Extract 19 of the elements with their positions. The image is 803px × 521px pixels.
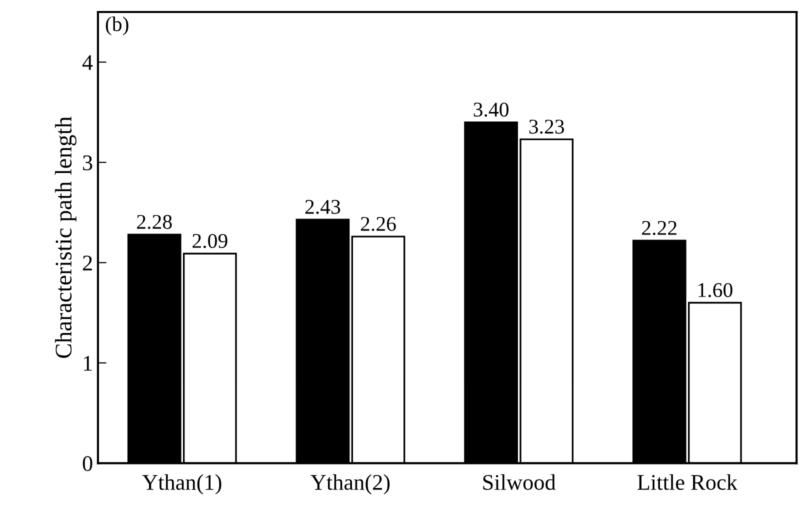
x-tick-label: Ythan(1) xyxy=(142,474,222,494)
data-label: 2.26 xyxy=(360,216,396,232)
x-tick-label: Little Rock xyxy=(637,474,738,490)
x-tick-label: Ythan(2) xyxy=(310,474,390,494)
y-tick-label: 1 xyxy=(84,356,92,371)
y-tick-label: 0 xyxy=(82,456,92,472)
data-label: 1.60 xyxy=(698,283,732,298)
y-tick-label: 4 xyxy=(82,55,93,70)
y-axis-title: Characteristic path length xyxy=(54,116,76,358)
data-label: 2.09 xyxy=(192,234,228,248)
data-label: 3.40 xyxy=(474,102,508,117)
y-tick-label: 3 xyxy=(83,155,92,170)
data-label: 2.22 xyxy=(642,220,676,236)
data-label: 2.43 xyxy=(305,200,340,214)
y-tick-label: 2 xyxy=(82,256,92,270)
data-label: 2.28 xyxy=(137,214,172,230)
data-label: 3.23 xyxy=(529,120,564,134)
annotation: (b) xyxy=(106,16,128,36)
x-tick-label: Silwood xyxy=(483,474,556,490)
